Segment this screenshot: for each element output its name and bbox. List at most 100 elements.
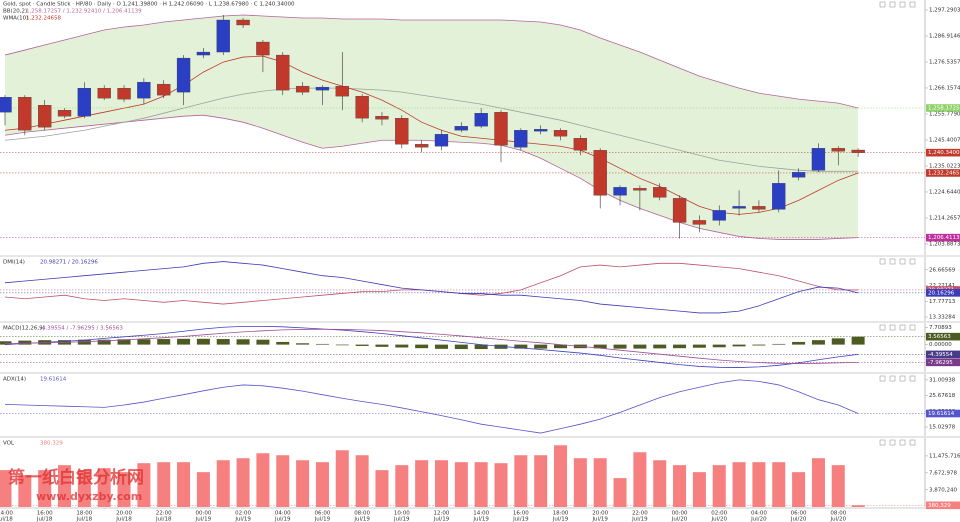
histogram-bar (831, 338, 845, 345)
histogram-bar (256, 339, 270, 345)
y-tick-label: 1,286.91468 (929, 33, 960, 39)
histogram-bar (117, 339, 131, 345)
panel-icon (879, 439, 886, 446)
y-tick-label: 26.66569 (929, 267, 956, 273)
histogram-bar (772, 343, 786, 345)
y-tick-label: 1,266.15748 (929, 85, 960, 91)
histogram-bar (335, 344, 349, 346)
candle-body (573, 138, 588, 151)
price-tag-label: 1,240.34000 (928, 150, 960, 156)
candle-body (692, 220, 707, 225)
watermark-url: www.dyxzby.com (36, 490, 142, 503)
candle-body (712, 210, 726, 221)
volume-bar (177, 462, 191, 507)
panel-icon (889, 439, 896, 446)
histogram-bar (633, 344, 647, 349)
volume-bar (18, 475, 32, 507)
x-tick-label: 00:00 (195, 511, 211, 517)
candle-body (791, 172, 806, 178)
band-upper (4, 14, 859, 109)
price-tag (926, 233, 960, 242)
x-date-label: Jul/20 (710, 517, 727, 522)
histogram-bar (851, 336, 865, 345)
candle-body (0, 97, 12, 113)
x-date-label: Jul/19 (195, 517, 212, 522)
candle-body (38, 105, 52, 128)
indicator-values: 20.98271 / 20.16296 (40, 260, 98, 266)
y-tick-label: 15.02978 (929, 425, 956, 431)
indicator-values: -4.39554 / -7.96295 / 3.56563 (40, 326, 123, 332)
panel-icon (909, 324, 916, 331)
price-tag-label: 1,258.17257 (928, 105, 960, 111)
candle-body (553, 130, 568, 137)
candle-body (434, 134, 449, 147)
histogram-bar (732, 344, 746, 347)
histogram-bar (534, 344, 548, 349)
y-tick-label: 31.00938 (929, 377, 956, 383)
panel-icon (909, 258, 916, 265)
volume-bar (534, 455, 548, 507)
candle-body (851, 149, 865, 153)
volume-bar (593, 458, 607, 507)
panel-icon (909, 439, 916, 446)
candle-body (534, 129, 548, 132)
price-tag-label: -7.96295 (928, 360, 953, 366)
histogram-bar (137, 339, 151, 345)
x-date-label: Jul/19 (274, 517, 291, 522)
histogram-bar (177, 338, 191, 345)
volume-bar (494, 463, 508, 507)
y-tick-label: 1,203.88737 (929, 241, 960, 247)
candle-body (295, 85, 310, 93)
x-tick-label: 18:00 (76, 511, 92, 517)
y-tick-label: 25.67618 (929, 393, 956, 399)
price-tag (926, 409, 960, 418)
volume-bar (216, 460, 230, 507)
histogram-bar (811, 340, 825, 345)
candle-body (732, 206, 746, 209)
histogram-bar (554, 344, 568, 349)
panel-icon (879, 375, 886, 382)
volume-bar (454, 462, 468, 507)
x-date-label: Jul/19 (353, 517, 370, 522)
y-tick-label: 1,224.64404 (929, 189, 960, 195)
x-tick-label: 20:00 (116, 511, 132, 517)
indicator-label: MACD(12,26,9) (3, 326, 45, 332)
volume-bar (633, 452, 647, 507)
volume-bar (315, 462, 329, 507)
y-tick-label: 0.00000 (929, 342, 952, 348)
histogram-bar (692, 344, 706, 348)
y-tick-label: 1,235.02238 (929, 163, 960, 169)
volume-bar (296, 460, 310, 507)
panel-icon (879, 324, 886, 331)
candle-body (375, 116, 389, 120)
volume-bar (851, 505, 865, 507)
candle-body (593, 150, 607, 196)
volume-bar (772, 462, 786, 507)
histogram-bar (355, 344, 369, 346)
y-tick-label: 11,475,716 (929, 453, 960, 459)
volume-bar (157, 462, 171, 507)
x-date-label: Jul/18 (76, 517, 93, 522)
histogram-bar (0, 341, 12, 345)
candle-body (494, 112, 508, 146)
x-tick-label: 02:00 (235, 511, 251, 517)
x-tick-label: 20:00 (592, 511, 608, 517)
candle-body (335, 85, 349, 97)
x-date-label: Jul/20 (750, 517, 767, 522)
panel-icon (879, 258, 886, 265)
price-tag-label: 1,206.41139 (928, 235, 960, 241)
histogram-bar (216, 339, 230, 345)
histogram-bar (375, 344, 389, 347)
indicator-line (4, 379, 859, 434)
x-tick-label: 08:00 (830, 511, 846, 517)
price-tag (926, 350, 960, 359)
watermark: 第一纸白银分析网 (8, 467, 144, 488)
volume-bar (474, 462, 488, 507)
x-tick-label: 06:00 (315, 511, 331, 517)
price-tag-label: 3.56563 (928, 334, 951, 340)
candle-body (236, 19, 250, 26)
volume-bar (58, 465, 72, 507)
band-lower (4, 114, 859, 240)
candle-body (57, 110, 72, 117)
